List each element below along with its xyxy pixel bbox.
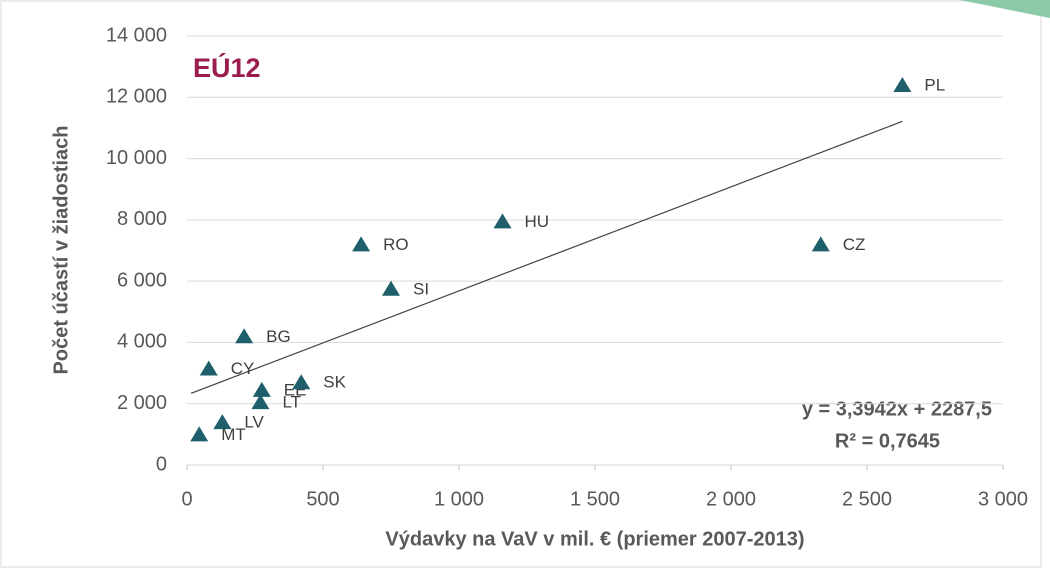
x-tick-label: 1 000 (434, 488, 484, 510)
point-label: LV (244, 413, 264, 432)
decoration (960, 0, 1050, 18)
y-axis-title: Počet účastí v žiadostiach (50, 126, 72, 375)
point (893, 77, 912, 93)
point (811, 236, 830, 252)
point (199, 360, 218, 376)
point-label: CZ (843, 235, 866, 254)
x-tick-label: 500 (306, 488, 339, 510)
trend-line (190, 120, 903, 394)
x-tick-label: 1 500 (570, 488, 620, 510)
point-label: RO (383, 235, 409, 254)
point (292, 374, 311, 390)
point-label: LT (282, 393, 301, 412)
point-label: HU (525, 212, 550, 231)
x-tick-label: 3 000 (978, 488, 1028, 510)
point (493, 213, 512, 229)
point-label: CY (231, 359, 255, 378)
point (382, 280, 400, 296)
point-label: PL (924, 76, 945, 95)
point (235, 328, 254, 344)
y-tick-label: 10 000 (106, 147, 167, 169)
point-label: SK (323, 373, 346, 392)
x-axis-title: Výdavky na VaV v mil. € (priemer 2007-20… (385, 528, 804, 550)
y-tick-label: 4 000 (117, 331, 167, 353)
y-tick-label: 12 000 (106, 86, 167, 108)
point (190, 426, 209, 442)
point (352, 236, 371, 252)
y-tick-label: 2 000 (117, 392, 167, 414)
point-label: MT (221, 425, 246, 444)
trend-r2: R² = 0,7645 (835, 430, 940, 452)
y-tick-label: 8 000 (117, 208, 167, 230)
x-tick-label: 2 000 (706, 488, 756, 510)
point-label: SI (413, 279, 429, 298)
trend-equation: y = 3,3942x + 2287,5 (802, 398, 992, 420)
point (252, 381, 271, 397)
point-label: BG (266, 327, 291, 346)
y-tick-label: 6 000 (117, 269, 167, 291)
y-tick-label: 0 (156, 453, 167, 475)
inset-label: EÚ12 (193, 52, 261, 83)
x-tick-label: 2 500 (842, 488, 892, 510)
y-tick-label: 14 000 (106, 24, 167, 46)
chart-border (0, 0, 1042, 568)
point (213, 414, 232, 430)
x-tick-label: 0 (181, 488, 192, 510)
point (251, 394, 270, 410)
